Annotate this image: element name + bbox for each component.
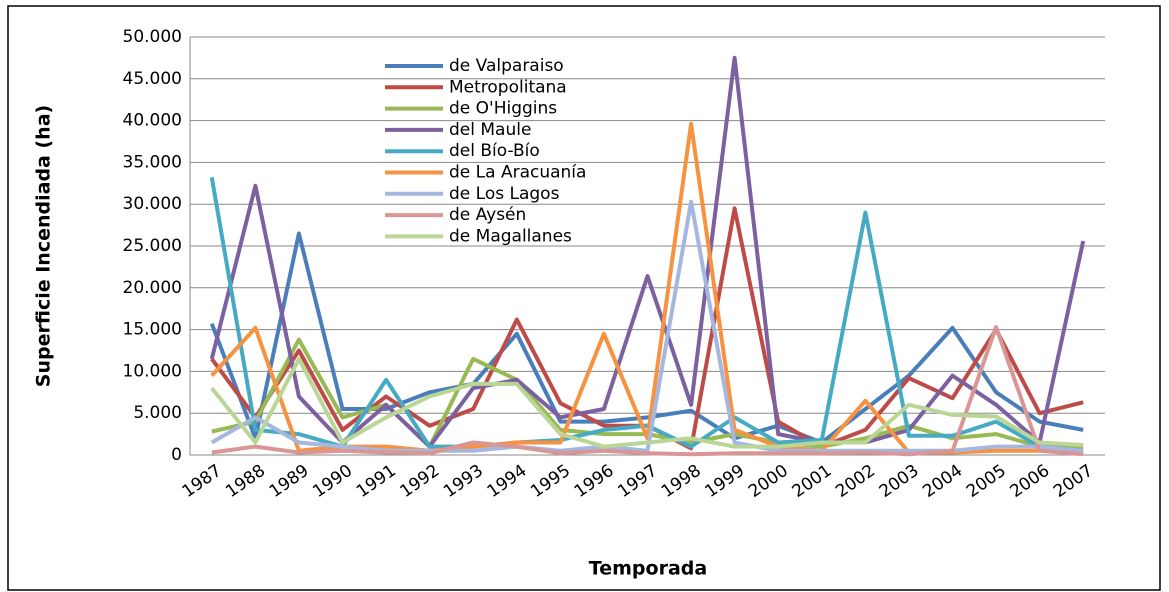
legend-label: de Valparaiso: [449, 56, 564, 76]
y-tick-label: 5.000: [133, 403, 182, 423]
series-line: [209, 55, 1086, 449]
y-tick-label: 35.000: [123, 152, 182, 172]
series-line: [210, 356, 1084, 449]
legend-label: de Los Lagos: [449, 184, 560, 204]
y-tick-label: 45.000: [123, 69, 182, 89]
legend-label: Metropolitana: [449, 77, 567, 97]
y-tick-label: 25.000: [123, 236, 182, 256]
series-line: [211, 325, 1084, 457]
y-tick-label: 15.000: [123, 320, 182, 340]
x-axis-label: Temporada: [589, 558, 707, 580]
y-tick-label: 50.000: [123, 27, 182, 47]
legend-label: del Maule: [449, 120, 531, 140]
chart-frame: [7, 5, 1161, 591]
y-tick-label: 30.000: [123, 194, 182, 214]
legend-label: de Aysén: [449, 205, 526, 225]
y-tick-label: 10.000: [123, 361, 182, 381]
legend-label: del Bío-Bío: [449, 141, 540, 161]
y-tick-label: 0: [171, 445, 182, 465]
y-tick-label: 40.000: [123, 111, 182, 131]
legend-label: de O'Higgins: [449, 99, 557, 119]
y-tick-label: 20.000: [123, 278, 182, 298]
legend-label: de La Aracuanía: [449, 163, 586, 183]
series-line: [209, 231, 1084, 445]
legend-label: de Magallanes: [449, 226, 572, 246]
y-axis-label: Superficie Incendiada (ha): [33, 105, 55, 387]
